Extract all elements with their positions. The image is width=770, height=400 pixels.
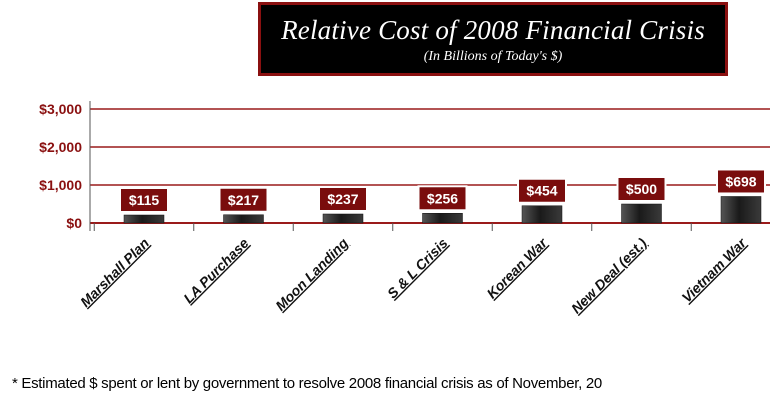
bar	[422, 213, 463, 224]
x-tick-label: New Deal (est.)	[568, 235, 650, 317]
chart-title-box: Relative Cost of 2008 Financial Crisis (…	[258, 2, 728, 76]
data-label: $237	[327, 191, 358, 207]
data-label: $500	[626, 181, 657, 197]
y-tick-label: $0	[66, 215, 82, 231]
bar	[621, 203, 662, 224]
x-tick-label: Vietnam War	[678, 234, 750, 306]
bar	[720, 196, 762, 224]
data-label: $217	[228, 192, 259, 208]
bar	[521, 205, 563, 224]
y-tick-label: $2,000	[39, 139, 82, 155]
y-tick-label: $1,000	[39, 177, 82, 193]
footnote: * Estimated $ spent or lent by governmen…	[12, 375, 602, 392]
data-label-box	[616, 176, 667, 202]
bar	[223, 214, 264, 224]
bar	[322, 213, 364, 224]
x-tick-label: Marshall Plan	[77, 235, 152, 310]
data-label-box	[716, 168, 766, 195]
data-label: $115	[129, 192, 160, 208]
bar	[123, 214, 165, 224]
data-label-box	[517, 177, 567, 204]
chart-title: Relative Cost of 2008 Financial Crisis	[281, 15, 705, 45]
x-tick-label: Korean War	[483, 234, 551, 302]
y-tick-label: $3,000	[39, 101, 82, 117]
data-label: $454	[526, 183, 557, 199]
bar-chart: $115 $217 $237 $256 $454 $500 $698 $0 $1,000 $2,…	[39, 101, 770, 317]
data-label-box	[318, 185, 368, 212]
x-tick-label: S & L Crisis	[384, 235, 451, 302]
data-label: $698	[725, 173, 756, 189]
data-label-box	[119, 187, 169, 213]
data-label-box	[417, 185, 468, 212]
data-label: $256	[427, 190, 458, 206]
chart-subtitle: (In Billions of Today's $)	[423, 49, 563, 64]
x-tick-label: Moon Landing	[272, 235, 351, 314]
data-label-box	[218, 186, 269, 213]
x-tick-label: LA Purchase	[180, 235, 252, 307]
